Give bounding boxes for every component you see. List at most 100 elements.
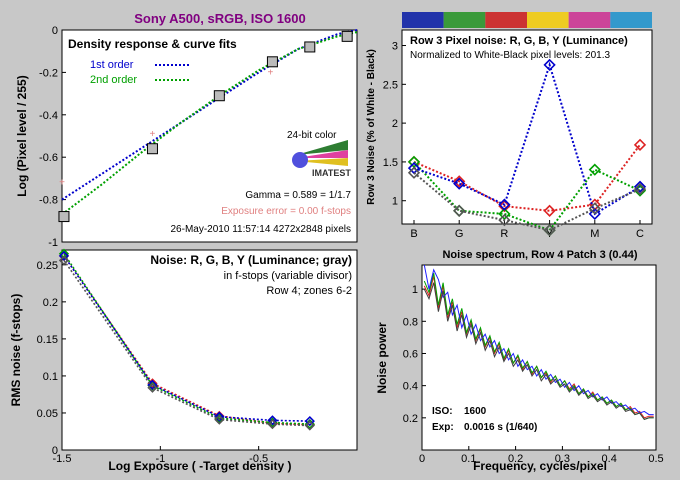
- noise-fstops-ytick-label: 0.05: [37, 408, 58, 420]
- spectrum-title: Noise spectrum, Row 4 Patch 3 (0.44): [442, 249, 637, 261]
- spectrum-xtick-label: 0.1: [461, 453, 476, 465]
- noise-fstops-point: [147, 379, 158, 390]
- noise-spectrum-panel: Noise spectrum, Row 4 Patch 3 (0.44) Noi…: [375, 249, 664, 473]
- row3-series-line: [413, 61, 641, 216]
- spectrum-ytick-label: 0.4: [403, 381, 418, 393]
- row3-subtitle: Normalized to White-Black pixel levels: …: [410, 50, 611, 61]
- color-patch: [443, 12, 486, 28]
- noise-fstops-xlabel: Log Exposure ( -Target density ): [108, 459, 291, 473]
- row3-point: [498, 207, 511, 221]
- iso-label: ISO:: [432, 406, 453, 417]
- noise-fstops-panel: Noise: R, G, B, Y (Luminance; gray) in f…: [9, 248, 358, 473]
- density-ytick-label: -0.2: [39, 67, 58, 79]
- timestamp-text: 26-May-2010 11:57:14 4272x2848 pixels: [171, 224, 352, 235]
- noise-fstops-ytick-label: 0.25: [37, 260, 58, 272]
- density-measured-point: [266, 56, 278, 68]
- exp-label: Exp:: [432, 422, 454, 433]
- color-patch: [527, 12, 569, 28]
- row3-point: [633, 138, 647, 151]
- noise-fstops-point: [304, 415, 315, 427]
- spectrum-series-line: [423, 282, 654, 420]
- density-ylabel: Log (Pixel level / 255): [15, 75, 29, 196]
- density-raw-point: +: [268, 67, 274, 78]
- row3-xtick-label: B: [410, 228, 417, 240]
- gamma-text: Gamma = 0.589 = 1/1.7: [245, 190, 351, 201]
- density-ytick-label: -0.8: [39, 195, 58, 207]
- spectrum-xtick-label: 0.2: [508, 453, 523, 465]
- density-measured-point: [58, 211, 70, 223]
- noise-fstops-xtick-label: -0.5: [249, 453, 268, 465]
- row3-point: [588, 207, 601, 221]
- legend-2nd-order-label: 2nd order: [90, 74, 137, 86]
- row3-ytick-label: 1: [392, 196, 398, 208]
- density-measured-point: [213, 90, 225, 102]
- row3-ytick-label: 2: [392, 118, 398, 130]
- noise-fstops-ytick-label: 0.15: [37, 334, 58, 346]
- row3-xtick-label: R: [500, 228, 508, 240]
- exp-value: 0.0016 s (1/640): [464, 422, 537, 433]
- noise-fstops-point: [214, 414, 225, 425]
- spectrum-ytick-label: 0.2: [403, 413, 418, 425]
- row3-point: [453, 175, 466, 188]
- density-measured-point: [304, 41, 316, 53]
- noise-fstops-xtick-label: -1: [155, 453, 165, 465]
- imatest-logo: IMATEST: [292, 140, 351, 178]
- density-response-panel: Density response & curve fits 1st order …: [15, 25, 358, 249]
- noise-fstops-ytick-label: 0: [52, 445, 58, 457]
- density-ytick-label: -1: [48, 237, 58, 249]
- color-patch: [485, 12, 527, 28]
- row3-point: [633, 180, 647, 193]
- noise-fstops-point: [58, 255, 70, 266]
- row3-point: [633, 182, 647, 196]
- noise-fstops-title: Noise: R, G, B, Y (Luminance; gray): [150, 253, 352, 267]
- noise-fstops-point: [58, 248, 70, 259]
- row3-ytick-label: 2.5: [383, 79, 398, 91]
- row3-point: [407, 166, 421, 179]
- noise-fstops-series-line: [63, 259, 310, 427]
- exposure-error-text: Exposure error = 0.00 f-stops: [221, 206, 351, 217]
- noise-fstops-ytick-label: 0.2: [43, 297, 58, 309]
- spectrum-xlabel: Frequency, cycles/pixel: [473, 459, 607, 473]
- density-raw-point: +: [150, 129, 156, 140]
- noise-fstops-point: [267, 415, 278, 426]
- spectrum-ytick-label: 0.6: [403, 348, 418, 360]
- noise-fstops-point: [304, 420, 315, 431]
- noise-fstops-plot-area: [61, 249, 358, 451]
- density-measured-point: [146, 143, 158, 155]
- spectrum-ytick-label: 1: [412, 284, 418, 296]
- spectrum-xtick-label: 0.4: [602, 453, 617, 465]
- noise-fstops-ylabel: RMS noise (f-stops): [9, 294, 23, 407]
- logo-caption: 24-bit color: [287, 130, 337, 141]
- row3-xtick-label: G: [455, 228, 464, 240]
- row3-series-line: [413, 172, 641, 232]
- figure-title: Sony A500, sRGB, ISO 1600: [134, 11, 305, 26]
- legend-1st-order-label: 1st order: [90, 59, 134, 71]
- spectrum-plot-area: [421, 264, 657, 451]
- row3-point: [588, 163, 601, 176]
- noise-fstops-series-line: [63, 255, 310, 422]
- noise-fstops-xtick-label: -1.5: [53, 453, 72, 465]
- iso-value: 1600: [464, 406, 487, 417]
- spectrum-xtick-label: 0.5: [648, 453, 663, 465]
- color-patch: [568, 12, 611, 28]
- row3-point: [453, 204, 466, 217]
- spectrum-ytick-label: 0.8: [403, 316, 418, 328]
- density-measured-point: [341, 30, 353, 42]
- row3-xtick-label: M: [590, 228, 599, 240]
- noise-fstops-ytick-label: 0.1: [43, 371, 58, 383]
- row3-point: [498, 213, 511, 227]
- noise-fstops-point: [214, 411, 225, 422]
- row3-plot-area: [401, 29, 653, 225]
- spectrum-ylabel: Noise power: [375, 322, 389, 394]
- row3-ytick-label: 3: [392, 41, 398, 53]
- density-ytick-label: -0.4: [39, 110, 58, 122]
- noise-fstops-subtitle: in f-stops (variable divisor): [224, 270, 352, 282]
- noise-fstops-point: [58, 250, 70, 262]
- row3-point: [543, 204, 556, 217]
- color-patch: [402, 12, 444, 28]
- row3-noise-panel: Row 3 Pixel noise: R, G, B, Y (Luminance…: [366, 12, 653, 240]
- noise-fstops-note: Row 4; zones 6-2: [266, 285, 352, 297]
- density-raw-point: +: [59, 178, 65, 189]
- noise-fstops-point: [267, 418, 278, 430]
